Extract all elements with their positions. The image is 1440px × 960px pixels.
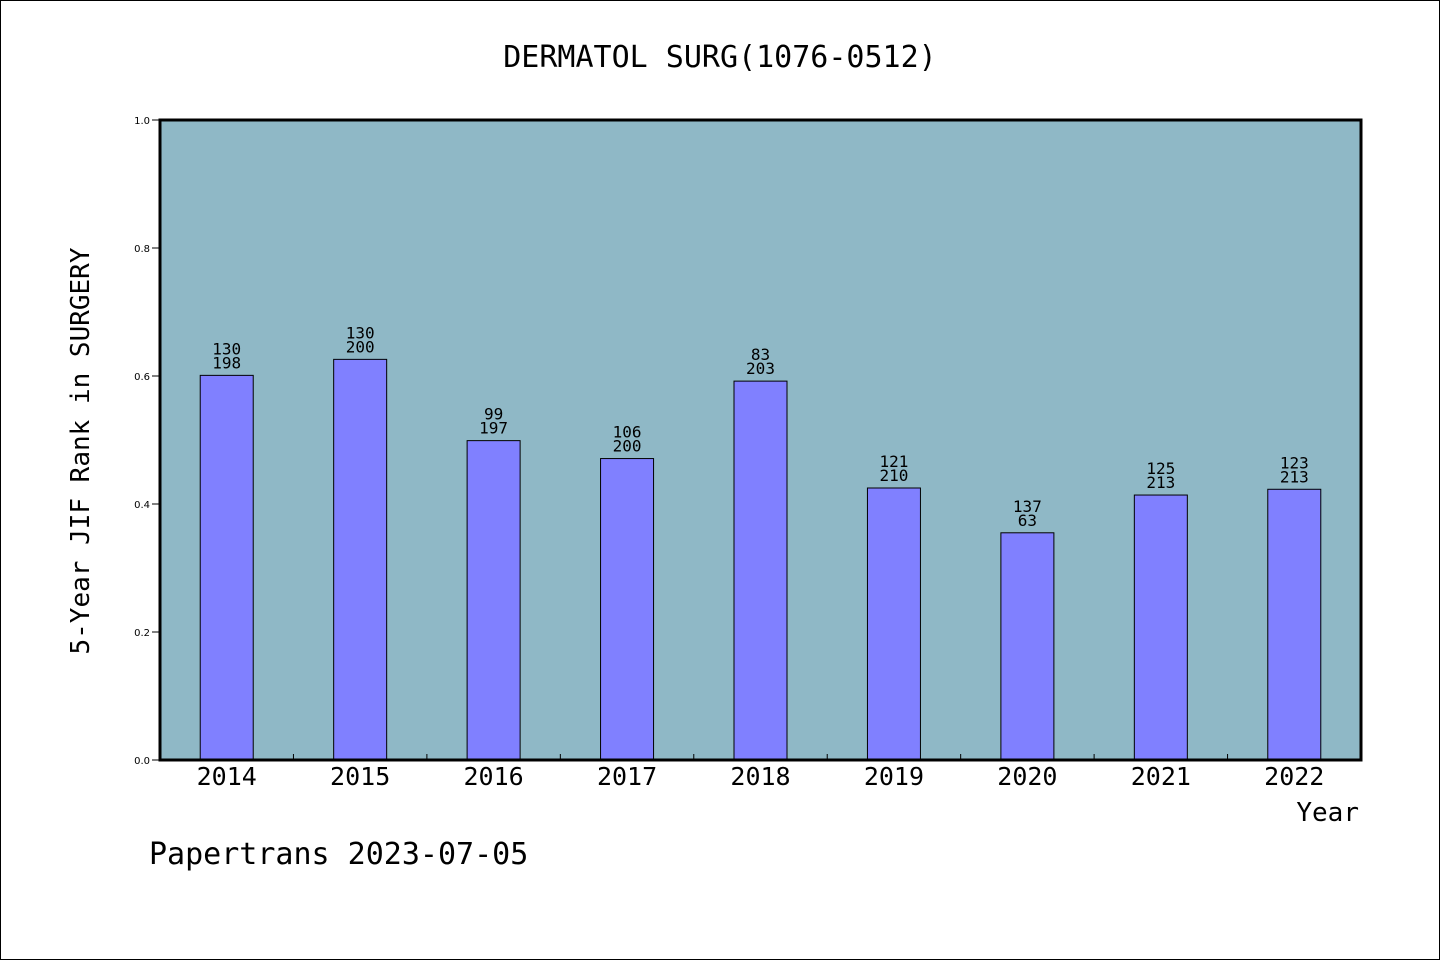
bar-label-bottom: 200 [613, 437, 642, 456]
bar-2018 [733, 380, 788, 761]
x-tick-label: 2022 [1264, 762, 1324, 791]
chart-title: DERMATOL SURG(1076-0512) [503, 40, 936, 75]
plot-border [158, 118, 1363, 762]
x-tick-label: 2019 [864, 762, 924, 791]
x-axis: 2014 2015 2016 2017 2018 2019 2020 2021 2022 [197, 754, 1324, 791]
x-tick-label: 2021 [1131, 762, 1191, 791]
bar-2019 [866, 487, 921, 761]
bar-label-top: 83 [751, 345, 770, 364]
bar-label-bottom: 210 [879, 466, 908, 485]
bar-label-bottom: 203 [746, 359, 775, 378]
bar-label-bottom: 213 [1280, 467, 1309, 486]
bar-label-top: 121 [879, 452, 908, 471]
bar-2020 [1000, 532, 1055, 761]
bar-label-bottom: 198 [212, 353, 241, 372]
bar-label-top: 123 [1280, 453, 1309, 472]
bar-2014 [199, 374, 254, 761]
y-axis-label: 5-Year JIF Rank in SURGERY [66, 247, 96, 654]
y-tick-label: 0.8 [134, 244, 150, 255]
bar-label-bottom: 213 [1146, 473, 1175, 492]
y-axis: 0.0 0.2 0.4 0.6 0.8 1.0 [134, 116, 160, 767]
bar-2015 [333, 358, 388, 761]
bar-label-bottom: 197 [479, 419, 508, 438]
x-tick-label: 2016 [464, 762, 524, 791]
y-tick-label: 1.0 [134, 116, 150, 127]
bar-2022 [1267, 488, 1322, 761]
bar-label-top: 99 [484, 405, 503, 424]
bar-label-top: 106 [613, 423, 642, 442]
y-tick-label: 0.4 [134, 500, 150, 511]
bar-label-top: 137 [1013, 497, 1042, 516]
x-tick-label: 2015 [330, 762, 390, 791]
bar-2016 [466, 440, 521, 761]
bar-label-bottom: 63 [1018, 511, 1037, 530]
x-tick-label: 2014 [197, 762, 257, 791]
bar-label-top: 130 [346, 323, 375, 342]
bar-label-top: 130 [212, 339, 241, 358]
x-tick-label: 2020 [997, 762, 1057, 791]
y-tick-label: 0.6 [134, 372, 150, 383]
bar-label-top: 125 [1146, 459, 1175, 478]
y-tick-label: 0.0 [134, 756, 150, 767]
x-tick-label: 2018 [730, 762, 790, 791]
bar-2017 [600, 458, 655, 761]
x-axis-label: Year [1296, 798, 1359, 828]
bar-label-bottom: 200 [346, 337, 375, 356]
y-tick-label: 0.2 [134, 628, 150, 639]
x-tick-label: 2017 [597, 762, 657, 791]
bar-2021 [1133, 494, 1188, 761]
footer-credit: Papertrans 2023-07-05 [149, 837, 528, 872]
